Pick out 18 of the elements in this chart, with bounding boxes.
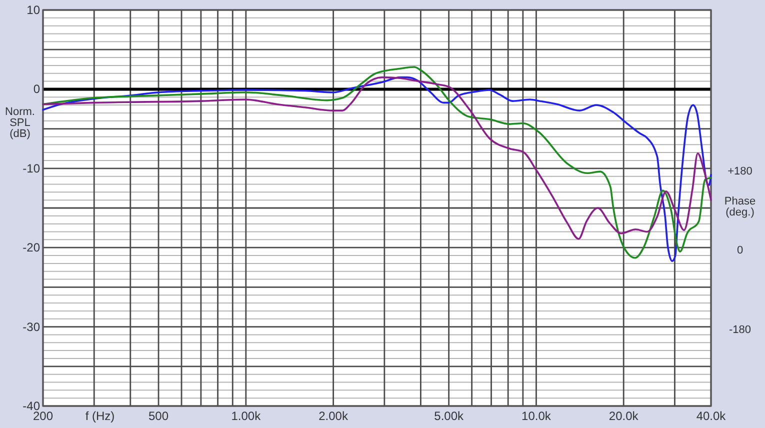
y-tick-label: -10 — [22, 161, 40, 176]
y-tick-label: -30 — [22, 320, 40, 334]
x-axis-title: f (Hz) — [85, 409, 115, 423]
y2-axis-title: Phase (deg.) — [724, 196, 756, 218]
x-tick-label: 1.00k — [231, 409, 262, 423]
y-tick-label: -20 — [22, 240, 40, 255]
x-tick-label: 5.00k — [434, 409, 465, 423]
x-tick-label: 10.0k — [522, 409, 552, 423]
x-tick-label: 2.00k — [318, 409, 349, 423]
x-tick-label: 40.0k — [696, 409, 727, 423]
x-tick-label: 20.0k — [608, 409, 640, 423]
y2-tick-label: -180 — [728, 324, 752, 336]
y-axis-title: Norm. SPL (dB) — [5, 106, 35, 140]
y2-tick-label: 0 — [736, 244, 744, 257]
x-tick-label: 500 — [148, 409, 169, 423]
y-tick-label: 10 — [26, 3, 40, 17]
y-tick-label: 0 — [33, 82, 40, 96]
y2-tick-label: +180 — [728, 165, 752, 178]
